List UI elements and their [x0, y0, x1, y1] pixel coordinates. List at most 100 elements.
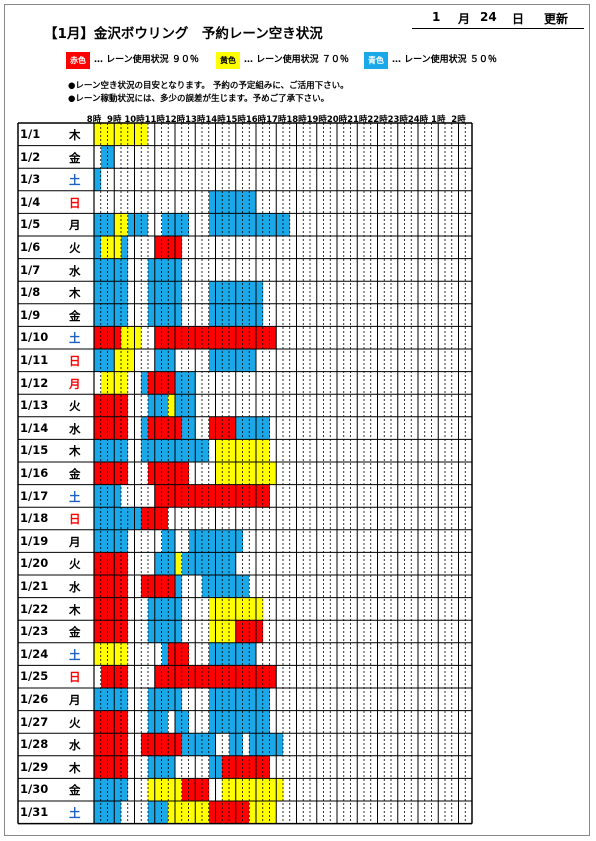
usage-block — [94, 236, 101, 259]
hour-label: 20時 — [326, 115, 348, 125]
usage-block — [154, 349, 175, 372]
row-weekday: 金 — [69, 625, 81, 640]
schedule-sheet — [4, 4, 590, 836]
row-weekday: 土 — [69, 331, 81, 346]
usage-block — [208, 349, 256, 372]
row-weekday: 火 — [69, 399, 81, 414]
hour-label: 15時 — [225, 115, 246, 125]
row-weekday: 金 — [69, 783, 81, 798]
row-weekday: 土 — [69, 489, 81, 504]
usage-block — [94, 416, 128, 440]
row-weekday: 日 — [69, 670, 81, 685]
update-day: 24 — [480, 10, 497, 24]
row-date: 1/24 — [20, 646, 49, 661]
usage-block — [175, 710, 189, 734]
usage-block — [154, 552, 175, 575]
usage-block — [94, 168, 101, 191]
usage-block — [94, 755, 128, 779]
hour-label: 10時 — [124, 115, 145, 125]
hour-label: 19時 — [306, 115, 327, 125]
usage-block — [94, 303, 128, 327]
usage-block — [94, 620, 128, 643]
row-weekday: 土 — [69, 647, 81, 662]
hour-label: 17時 — [266, 115, 287, 125]
update-label: 更新 — [544, 12, 569, 26]
row-weekday: 火 — [69, 241, 81, 255]
row-weekday: 火 — [69, 715, 81, 730]
row-weekday: 木 — [69, 444, 81, 459]
row-date: 1/17 — [20, 488, 49, 503]
usage-block — [148, 416, 182, 440]
row-weekday: 木 — [69, 760, 81, 775]
usage-block — [202, 575, 250, 598]
usage-block — [148, 778, 182, 801]
hour-label: 23時 — [387, 115, 408, 125]
usage-block — [161, 529, 175, 553]
row-date: 1/28 — [20, 737, 49, 752]
row-weekday: 木 — [69, 286, 81, 301]
usage-block — [235, 416, 270, 440]
row-date: 1/14 — [20, 420, 49, 435]
usage-block — [121, 236, 128, 259]
usage-block — [148, 710, 169, 734]
row-date: 1/10 — [20, 330, 49, 345]
usage-block — [154, 484, 270, 508]
hour-label: 21時 — [347, 115, 368, 125]
usage-block — [94, 439, 128, 462]
usage-block — [249, 733, 283, 756]
usage-block — [94, 778, 128, 801]
row-weekday: 土 — [69, 806, 81, 820]
hour-label: 16時 — [245, 115, 267, 125]
row-weekday: 火 — [69, 557, 81, 572]
row-date: 1/9 — [20, 307, 41, 322]
usage-block — [208, 688, 270, 711]
usage-block — [94, 529, 128, 553]
usage-block — [94, 733, 128, 756]
row-date: 1/21 — [20, 579, 49, 593]
usage-block — [148, 688, 182, 711]
usage-block — [94, 575, 128, 598]
hour-label: 14時 — [205, 115, 226, 125]
update-underline — [412, 28, 584, 29]
row-date: 1/8 — [20, 285, 41, 300]
row-date: 1/11 — [20, 353, 49, 367]
usage-block — [94, 507, 142, 530]
row-weekday: 土 — [69, 173, 81, 188]
row-date: 1/3 — [20, 172, 41, 187]
legend-text: … レーン使用状況 ５０％ — [392, 55, 497, 65]
legend-text: … レーン使用状況 ９０％ — [94, 55, 199, 65]
usage-block — [94, 710, 128, 734]
usage-block — [208, 642, 256, 666]
row-date: 1/23 — [20, 624, 49, 639]
row-date: 1/18 — [20, 511, 49, 526]
row-date: 1/26 — [20, 692, 49, 706]
hour-label: 18時 — [286, 115, 307, 125]
usage-block — [148, 258, 182, 282]
row-weekday: 日 — [69, 354, 81, 368]
row-weekday: 日 — [69, 195, 81, 210]
usage-block — [94, 258, 128, 282]
usage-block — [148, 394, 169, 417]
usage-block — [141, 371, 148, 395]
usage-block — [175, 575, 182, 598]
row-date: 1/15 — [20, 443, 49, 458]
usage-block — [148, 620, 182, 643]
usage-block — [222, 755, 270, 779]
hour-label: 1時 — [431, 115, 446, 125]
row-weekday: 月 — [69, 376, 81, 391]
usage-block — [175, 394, 196, 417]
row-date: 1/4 — [20, 194, 41, 209]
usage-block — [121, 326, 142, 349]
hour-label: 12時 — [164, 115, 186, 125]
hour-label: 2時 — [451, 115, 466, 125]
legend-swatch: 赤色 — [66, 52, 90, 69]
usage-block — [100, 236, 121, 259]
row-date: 1/20 — [20, 556, 49, 571]
row-date: 1/29 — [20, 759, 49, 774]
usage-block — [141, 575, 175, 598]
row-date: 1/6 — [20, 240, 41, 254]
row-weekday: 月 — [69, 693, 81, 707]
usage-block — [141, 416, 148, 440]
usage-block — [175, 552, 182, 575]
